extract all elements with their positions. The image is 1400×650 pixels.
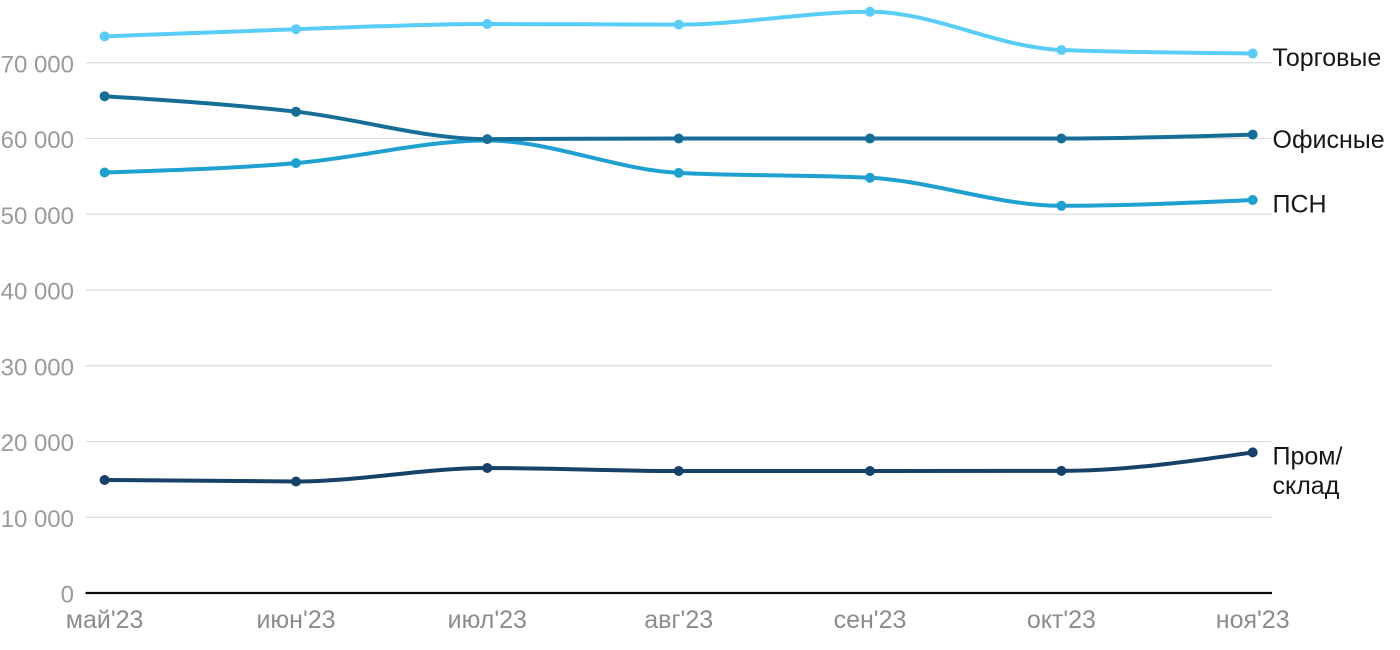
svg-text:июн'23: июн'23 <box>256 606 335 634</box>
svg-text:20 000: 20 000 <box>1 430 74 457</box>
svg-text:40 000: 40 000 <box>1 279 74 306</box>
svg-text:май'23: май'23 <box>66 606 144 634</box>
svg-text:окт'23: окт'23 <box>1027 606 1096 634</box>
svg-text:июл'23: июл'23 <box>448 606 527 634</box>
svg-text:50 000: 50 000 <box>1 203 74 230</box>
svg-text:ПСН: ПСН <box>1273 190 1327 218</box>
svg-text:60 000: 60 000 <box>1 127 74 154</box>
svg-text:Пром/: Пром/ <box>1273 442 1343 470</box>
svg-text:ноя'23: ноя'23 <box>1216 606 1290 634</box>
svg-text:10 000: 10 000 <box>1 506 74 533</box>
svg-text:0: 0 <box>61 582 74 609</box>
svg-text:30 000: 30 000 <box>1 354 74 381</box>
svg-text:авг'23: авг'23 <box>644 606 713 634</box>
svg-text:70 000: 70 000 <box>1 51 74 78</box>
svg-text:склад: склад <box>1273 472 1340 500</box>
svg-text:сен'23: сен'23 <box>834 606 907 634</box>
svg-text:Торговые: Торговые <box>1273 44 1382 72</box>
svg-text:Офисные: Офисные <box>1273 126 1385 154</box>
